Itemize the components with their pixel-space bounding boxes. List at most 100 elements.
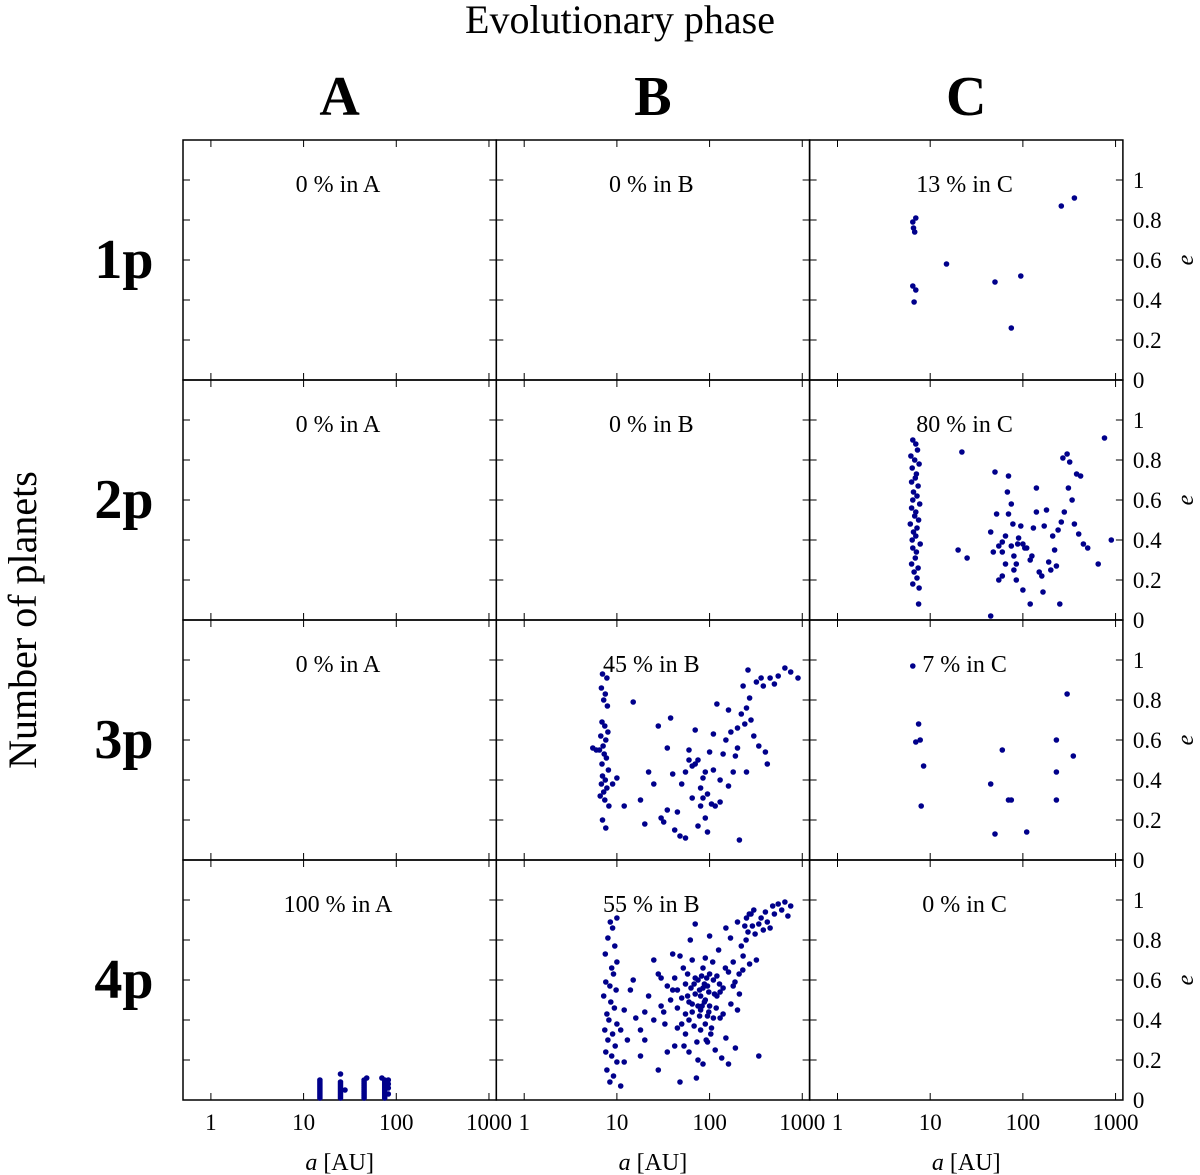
data-point <box>605 767 612 773</box>
data-point <box>1108 537 1115 543</box>
data-point <box>694 1039 700 1045</box>
y-axes: 0 0.2 0.4 0.6 0.8 1 e 0 0.2 0.4 0.6 0.8 1 e 0 0.2 0.4 0.6… <box>1133 168 1199 1113</box>
data-point <box>723 737 729 743</box>
data-point <box>987 529 994 535</box>
data-point <box>959 449 965 455</box>
data-point <box>908 505 915 511</box>
panel-2p-a: 0 % in A <box>182 379 498 621</box>
data-point <box>732 753 739 759</box>
data-point <box>602 723 608 729</box>
data-point <box>1005 473 1012 479</box>
data-point <box>669 987 676 993</box>
data-point <box>682 981 689 987</box>
data-point <box>1084 545 1091 551</box>
data-point <box>693 1075 700 1081</box>
data-point <box>734 745 741 751</box>
data-point <box>738 711 745 717</box>
data-point <box>678 995 685 1001</box>
data-point <box>910 545 916 551</box>
data-point <box>704 1013 711 1019</box>
y-axis-title: e <box>1173 974 1199 985</box>
data-point <box>1023 829 1030 835</box>
data-point <box>715 947 722 953</box>
data-point <box>667 715 674 721</box>
data-point <box>992 279 998 285</box>
data-point <box>1029 553 1035 559</box>
data-point <box>999 747 1006 753</box>
data-point <box>651 1017 657 1023</box>
data-point <box>691 1023 697 1029</box>
data-point <box>1064 451 1070 457</box>
y-tick-label: 0.2 <box>1133 568 1162 593</box>
data-point <box>775 673 781 679</box>
data-point <box>603 825 609 831</box>
data-point <box>630 977 636 983</box>
data-point <box>913 287 919 293</box>
data-point <box>1018 273 1024 279</box>
data-point <box>914 493 920 499</box>
x-tick-label: 1 <box>832 1110 844 1135</box>
y-tick-label: 1 <box>1133 408 1145 433</box>
data-point <box>993 511 1000 517</box>
data-point <box>696 1013 703 1019</box>
data-point <box>1071 195 1078 201</box>
data-point <box>1049 533 1056 539</box>
data-point <box>736 837 743 843</box>
data-point <box>700 795 706 801</box>
data-point <box>337 1087 344 1093</box>
data-point <box>795 675 801 681</box>
data-point <box>614 1021 620 1027</box>
x-axis-title: a [AU] <box>932 1150 1001 1175</box>
data-point <box>742 721 748 727</box>
data-point <box>712 1047 718 1053</box>
data-point <box>753 679 760 685</box>
data-point <box>680 965 687 971</box>
data-point <box>740 953 746 959</box>
data-point <box>743 937 749 943</box>
panel-3p-a: 0 % in A <box>182 619 498 861</box>
data-point <box>1008 501 1015 507</box>
data-point <box>385 1091 392 1097</box>
data-point <box>599 671 606 677</box>
data-point <box>913 549 920 555</box>
data-point <box>743 915 750 921</box>
data-point <box>658 815 664 821</box>
column-headers: A B C <box>319 66 986 128</box>
data-point <box>700 965 706 971</box>
data-point <box>709 959 716 965</box>
data-point <box>916 501 923 507</box>
y-tick-label: 0.8 <box>1133 448 1162 473</box>
data-point <box>748 717 754 723</box>
data-point <box>603 737 609 743</box>
data-point <box>1058 519 1065 525</box>
data-point <box>1033 509 1040 515</box>
data-point <box>689 957 695 963</box>
data-point <box>916 585 922 591</box>
data-point <box>674 1025 681 1031</box>
data-point <box>1015 535 1022 541</box>
data-point <box>363 1075 370 1081</box>
data-point <box>337 1079 344 1085</box>
data-point <box>1069 497 1075 503</box>
data-point <box>617 1083 624 1089</box>
data-point <box>607 919 614 925</box>
data-point <box>1005 511 1012 517</box>
data-point <box>1036 569 1042 575</box>
data-point <box>1002 561 1009 567</box>
data-point <box>717 799 723 805</box>
data-point <box>637 1027 644 1033</box>
y-tick-label: 0.6 <box>1133 968 1162 993</box>
data-point <box>651 957 657 963</box>
data-point <box>605 1037 611 1043</box>
data-point <box>910 581 916 587</box>
data-point <box>1053 563 1060 569</box>
data-point <box>720 751 726 757</box>
data-point <box>734 1007 741 1013</box>
data-point <box>655 1067 662 1073</box>
x-tick-label: 10 <box>605 1110 628 1135</box>
data-point <box>1043 507 1050 513</box>
y-axis-title: e <box>1173 254 1199 265</box>
data-point <box>915 721 922 727</box>
data-point <box>684 993 691 999</box>
data-point <box>1008 797 1015 803</box>
